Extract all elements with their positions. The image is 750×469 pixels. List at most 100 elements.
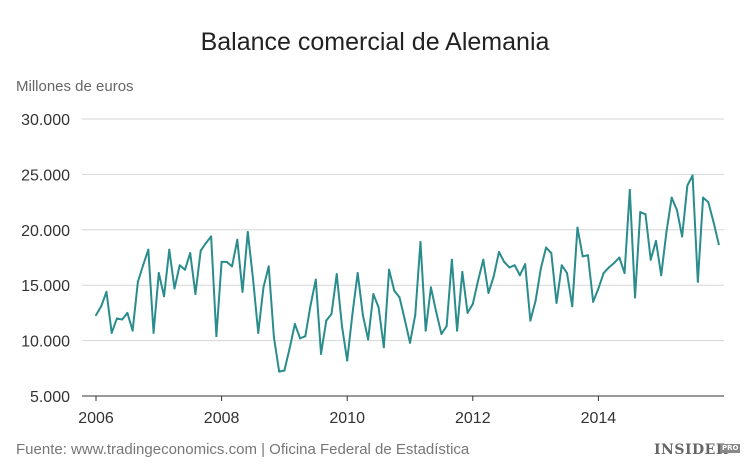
- data-point: [555, 301, 558, 304]
- data-point: [252, 277, 254, 280]
- y-tick-label: 25.000: [21, 167, 70, 184]
- data-point: [639, 211, 642, 214]
- data-point: [152, 331, 155, 334]
- data-point: [304, 335, 307, 338]
- grid-lines: [82, 118, 724, 342]
- data-point: [618, 256, 621, 259]
- y-tick-label: 30.000: [21, 112, 70, 129]
- y-tick-label: 5.000: [30, 389, 70, 406]
- data-point: [204, 242, 207, 245]
- data-point: [272, 336, 275, 339]
- y-tick-labels: 5.000 10.000 15.000 20.000 25.000 30.000: [21, 112, 70, 406]
- data-point: [283, 369, 286, 372]
- data-point: [586, 254, 589, 257]
- y-axis-label: Millones de euros: [16, 78, 134, 95]
- x-tick-labels: 2006 2008 2010 2012 2014: [78, 410, 616, 427]
- data-point: [100, 305, 103, 308]
- data-point: [529, 319, 532, 322]
- data-point: [199, 249, 202, 252]
- data-point: [225, 260, 228, 263]
- data-point: [147, 248, 150, 251]
- data-point: [424, 329, 427, 332]
- data-point: [288, 347, 291, 350]
- data-point: [257, 331, 260, 334]
- data-point: [597, 287, 600, 290]
- data-point: [670, 196, 673, 199]
- data-point: [131, 329, 134, 332]
- data-point: [215, 335, 218, 338]
- data-point: [487, 291, 490, 294]
- data-point: [660, 274, 663, 277]
- data-point: [95, 314, 97, 317]
- data-point: [702, 196, 705, 199]
- data-point: [654, 239, 657, 242]
- data-point: [592, 300, 595, 303]
- data-point: [545, 246, 548, 249]
- data-point: [346, 359, 349, 362]
- data-point: [157, 272, 160, 275]
- data-point: [293, 322, 296, 325]
- data-point: [210, 235, 213, 238]
- data-point: [382, 346, 385, 349]
- data-point: [183, 268, 186, 271]
- data-point: [429, 286, 432, 289]
- data-point: [471, 303, 474, 306]
- data-point: [550, 252, 553, 255]
- data-point: [178, 264, 181, 267]
- data-point: [712, 221, 715, 224]
- data-point: [634, 296, 637, 299]
- data-point: [335, 273, 338, 276]
- data-point: [330, 313, 333, 316]
- data-point: [246, 231, 249, 234]
- x-tick-label: 2014: [581, 410, 617, 427]
- data-point: [325, 319, 328, 322]
- x-tick-label: 2006: [78, 410, 114, 427]
- data-point: [576, 226, 579, 229]
- data-point: [477, 279, 480, 282]
- data-point: [267, 265, 270, 268]
- data-point: [686, 184, 689, 187]
- chart-title: Balance comercial de Alemania: [200, 28, 550, 56]
- data-point: [398, 296, 401, 299]
- data-point: [691, 174, 694, 177]
- data-point: [524, 263, 527, 266]
- data-point: [278, 370, 281, 373]
- data-point: [220, 260, 223, 263]
- data-point: [142, 264, 145, 267]
- data-points: [95, 174, 720, 373]
- data-point: [126, 311, 129, 314]
- data-point: [194, 293, 197, 296]
- data-point: [696, 280, 699, 283]
- data-point: [492, 275, 495, 278]
- data-point: [456, 329, 459, 332]
- brand-logo: INSIDER: [654, 442, 728, 458]
- data-point: [367, 338, 370, 341]
- data-point: [461, 270, 464, 273]
- data-point: [649, 258, 652, 261]
- data-point: [309, 304, 312, 307]
- data-point: [450, 258, 453, 261]
- data-point: [482, 258, 485, 261]
- data-point: [372, 293, 375, 296]
- data-point: [440, 332, 443, 335]
- y-tick-label: 10.000: [21, 334, 70, 351]
- data-point: [644, 213, 647, 216]
- data-point: [623, 272, 626, 275]
- data-point: [503, 260, 506, 263]
- data-point: [409, 341, 411, 344]
- data-point: [602, 272, 605, 275]
- data-point: [340, 325, 343, 328]
- brand-logo-sup: PRO: [720, 444, 741, 453]
- data-point: [136, 280, 139, 283]
- data-point: [403, 318, 406, 321]
- data-point: [241, 290, 244, 293]
- data-point: [466, 311, 469, 314]
- data-point: [163, 295, 166, 298]
- data-point: [717, 243, 720, 246]
- data-point: [356, 272, 359, 275]
- data-point: [681, 235, 684, 238]
- data-point: [414, 314, 417, 317]
- y-tick-label: 15.000: [21, 278, 70, 295]
- data-point: [534, 299, 537, 302]
